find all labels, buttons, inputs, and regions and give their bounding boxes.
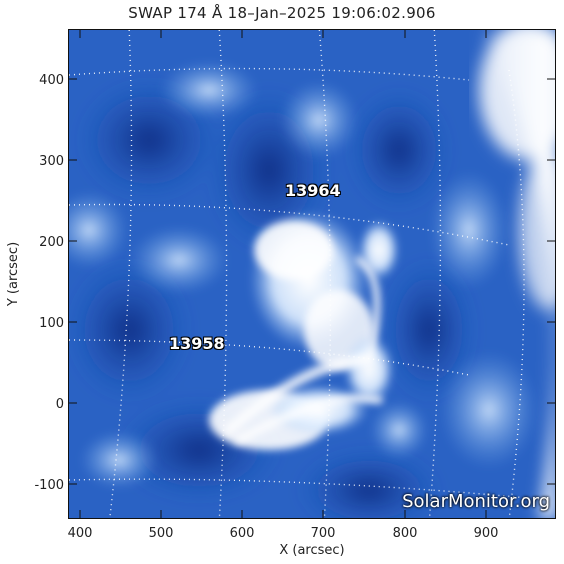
solar-image-frame: 13964 13958	[68, 29, 556, 519]
y-tick-label: 300	[39, 154, 64, 169]
y-tick-label: 100	[39, 316, 64, 331]
watermark: SolarMonitor.org	[402, 491, 550, 512]
y-tick-label: 200	[39, 235, 64, 250]
x-axis-title: X (arcsec)	[279, 543, 344, 558]
x-tick-label: 900	[474, 526, 499, 541]
x-tick-label: 400	[68, 526, 93, 541]
y-tick-label: 0	[56, 397, 64, 412]
solar-euv-image	[69, 30, 555, 518]
x-tick-label: 700	[311, 526, 336, 541]
x-tick-label: 500	[149, 526, 174, 541]
active-region-label: 13964	[285, 181, 341, 200]
y-axis-title: Y (arcsec)	[6, 242, 21, 307]
y-tick-label: -100	[34, 478, 64, 493]
active-region-label: 13958	[169, 334, 225, 353]
x-tick-label: 800	[393, 526, 418, 541]
x-tick-label: 600	[230, 526, 255, 541]
y-tick-label: 400	[39, 73, 64, 88]
image-title: SWAP 174 Å 18–Jan–2025 19:06:02.906	[128, 4, 436, 22]
